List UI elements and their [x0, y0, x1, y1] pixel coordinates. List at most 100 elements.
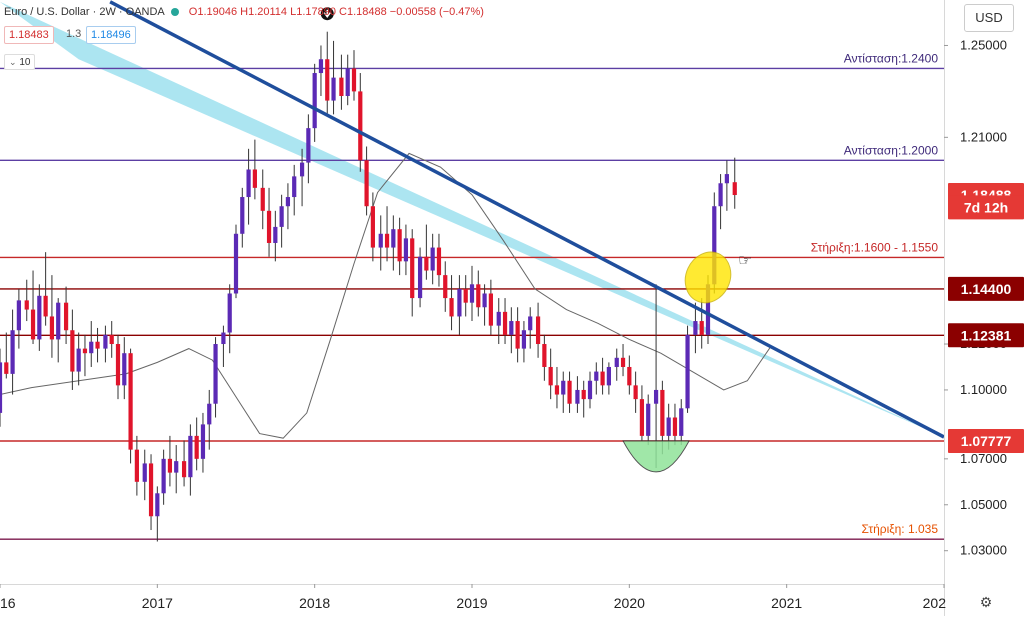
arrow-down-icon-glyph	[323, 9, 331, 18]
candle-body	[95, 341, 100, 349]
candle	[174, 445, 179, 494]
candle-body	[436, 247, 442, 276]
plot-area	[0, 0, 944, 542]
candle-body	[266, 210, 272, 243]
candle-body	[515, 321, 520, 349]
candle	[0, 348, 3, 427]
candle-body	[397, 229, 402, 262]
candle	[410, 229, 415, 317]
candle-body	[496, 311, 501, 326]
candle-body	[449, 298, 454, 317]
candle-body	[391, 229, 396, 248]
candle	[384, 206, 390, 262]
price-tag-label: 1.07777	[961, 433, 1012, 449]
candle-body	[561, 380, 566, 395]
candle-body	[606, 366, 611, 386]
candle-body	[63, 302, 69, 331]
candle-body	[567, 380, 572, 404]
candle	[417, 247, 423, 308]
candle-body	[299, 162, 305, 177]
candle-body	[227, 293, 232, 333]
time-tick-label: 2021	[771, 595, 802, 611]
candle-body	[614, 357, 619, 367]
candle-body	[260, 187, 265, 211]
candle-body	[0, 362, 3, 413]
candle	[424, 224, 429, 280]
candle	[30, 270, 36, 345]
candle	[200, 412, 206, 473]
candle-body	[252, 169, 257, 188]
candle	[155, 486, 160, 542]
candle	[299, 148, 305, 207]
chevron-icon: ⌄	[9, 57, 17, 67]
candle-body	[469, 284, 475, 303]
ask-price-box[interactable]: 1.18496	[86, 26, 136, 44]
candle-body	[56, 302, 61, 340]
candle	[627, 355, 632, 395]
candle	[633, 371, 638, 413]
candle	[148, 454, 154, 531]
candle-body	[122, 353, 127, 386]
candle-body	[724, 174, 729, 184]
candle	[403, 224, 409, 276]
candle-body	[575, 389, 580, 404]
candle-body	[273, 226, 278, 243]
candle-body	[509, 321, 514, 335]
candle-body	[82, 348, 88, 354]
candle	[109, 321, 114, 358]
candle-body	[213, 344, 218, 404]
candle	[515, 307, 520, 363]
candle-body	[554, 385, 560, 395]
candle-body	[424, 256, 429, 271]
yellow-ellipse-highlight	[684, 251, 732, 304]
candle	[594, 362, 599, 395]
candle-body	[542, 344, 547, 367]
candle-body	[318, 59, 324, 74]
candle-body	[325, 59, 330, 101]
candle	[266, 187, 272, 257]
volume-indicator[interactable]: ⌄ 10	[4, 54, 36, 70]
candle	[128, 348, 133, 464]
candle-body	[115, 344, 121, 386]
candle-body	[312, 73, 317, 129]
candle	[639, 385, 645, 441]
candle-body	[148, 463, 154, 517]
spread-value: 1.3	[66, 28, 82, 40]
level-label-resistance-2000: Αντίσταση:1.2000	[844, 143, 939, 157]
price-tag-bg	[948, 323, 1024, 348]
candle-body	[679, 408, 684, 436]
ohlc-readout: O1.19046 H1.20114 L1.17890 C1.18488 −0.0…	[188, 6, 484, 18]
candle	[351, 50, 357, 101]
candle-body	[167, 458, 173, 473]
price-tick-label: 1.03000	[960, 543, 1007, 558]
price-tag-label: 1.12381	[961, 327, 1012, 343]
candle-body	[581, 389, 586, 400]
candle	[167, 435, 173, 487]
candle	[43, 252, 48, 326]
candle	[653, 284, 659, 469]
candle-body	[430, 247, 435, 271]
candle-body	[528, 316, 533, 331]
symbol-title[interactable]: Euro / U.S. Dollar · 2W · OANDA	[4, 6, 165, 18]
candle-body	[49, 316, 55, 340]
candle	[279, 194, 284, 248]
time-tick-label: 2018	[299, 595, 330, 611]
candle-body	[548, 366, 553, 386]
candle	[679, 399, 684, 446]
candle	[161, 449, 166, 505]
candle-body	[331, 77, 336, 101]
price-tick-label: 1.21000	[960, 129, 1007, 144]
gear-icon[interactable]: ⚙	[980, 594, 993, 610]
candle-body	[351, 68, 357, 92]
volume-value: 10	[19, 57, 31, 68]
candle	[672, 403, 678, 446]
currency-button[interactable]: USD	[964, 4, 1014, 32]
candle-body	[594, 371, 599, 381]
candle	[95, 327, 100, 363]
candle	[430, 233, 435, 285]
time-tick-label: 202	[923, 595, 947, 611]
bid-price-box[interactable]: 1.18483	[4, 26, 54, 44]
candle	[443, 261, 448, 312]
candle	[476, 270, 481, 317]
